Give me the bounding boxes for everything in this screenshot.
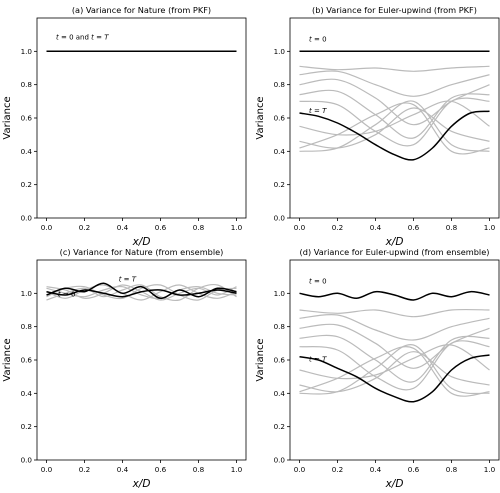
x-axis-label: x/D (132, 236, 151, 248)
annotation-label: t = 0 (58, 291, 76, 299)
x-tick-label: 0.4 (117, 465, 129, 474)
series-line-intermediate (299, 323, 490, 369)
x-tick-label: 0.0 (41, 465, 53, 474)
y-tick-label: 0.4 (274, 389, 286, 398)
y-axis-label: Variance (2, 338, 13, 381)
y-tick-label: 0.6 (274, 356, 286, 365)
x-axis-label: x/D (385, 236, 404, 248)
plot-frame (36, 17, 247, 219)
y-tick-label: 0.0 (274, 456, 286, 465)
y-tick-label: 0.4 (21, 147, 33, 156)
series-line-intermediate (46, 284, 237, 301)
x-tick-label: 0.2 (332, 223, 343, 232)
x-tick-label: 1.0 (231, 465, 243, 474)
series-line-intermediate (299, 344, 490, 395)
series-line-intermediate (299, 89, 490, 139)
x-axis-label: x/D (132, 478, 151, 490)
y-tick-label: 0.0 (21, 456, 33, 465)
y-tick-label: 1.0 (21, 289, 33, 298)
series-line-intermediate (299, 346, 490, 397)
x-tick-label: 0.8 (446, 465, 458, 474)
series-line-intermediate (299, 344, 490, 380)
y-tick-label: 1.0 (274, 289, 286, 298)
x-tick-label: 0.0 (41, 223, 53, 232)
chart-panel-1: (a) Variance for Nature (from PKF) 0.0 0.2… (2, 5, 247, 248)
x-tick-label: 0.6 (408, 223, 420, 232)
series-line-final (299, 354, 490, 403)
series-line-final (299, 110, 490, 161)
chart-title: (c) Variance for Nature (from ensemble) (60, 247, 224, 257)
chart-title: (b) Variance for Euler-upwind (from PKF) (312, 5, 477, 15)
annotation-label: t = T (309, 356, 327, 364)
x-tick-label: 0.6 (408, 465, 420, 474)
y-tick-label: 0.6 (274, 114, 286, 123)
series-line-final (46, 282, 237, 300)
x-tick-label: 0.2 (79, 465, 90, 474)
chart-panel-4: (d) Variance for Euler-upwind (from ense… (255, 247, 500, 490)
y-tick-label: 0.8 (21, 80, 33, 89)
series-line-intermediate (299, 308, 490, 318)
y-tick-label: 0.8 (274, 322, 286, 331)
y-tick-label: 0.6 (21, 356, 33, 365)
annotation-label: t = 0 and t = T (56, 34, 109, 42)
y-axis-label: Variance (255, 96, 266, 139)
chart-panel-3: (c) Variance for Nature (from ensemble) 0… (2, 247, 247, 490)
chart-title: (a) Variance for Nature (from PKF) (72, 5, 211, 15)
y-tick-label: 0.8 (21, 322, 33, 331)
x-tick-label: 0.6 (155, 465, 167, 474)
series-line-intermediate (299, 102, 490, 155)
x-tick-label: 0.0 (294, 223, 306, 232)
y-axis-label: Variance (2, 96, 13, 139)
x-tick-label: 1.0 (231, 223, 243, 232)
annotation-label: t = 0 (309, 35, 327, 43)
x-tick-label: 0.6 (155, 223, 167, 232)
series-line-intermediate (299, 334, 490, 383)
x-tick-label: 0.4 (370, 223, 382, 232)
x-tick-label: 0.8 (446, 223, 458, 232)
x-tick-label: 0.8 (193, 465, 205, 474)
x-tick-label: 0.2 (79, 223, 90, 232)
x-tick-label: 0.0 (294, 465, 306, 474)
chart-panel-2: (b) Variance for Euler-upwind (from PKF)… (255, 5, 500, 248)
y-axis-label: Variance (255, 338, 266, 381)
y-tick-label: 0.4 (274, 147, 286, 156)
x-axis-label: x/D (385, 478, 404, 490)
series-line-intermediate (299, 70, 490, 97)
annotation-label: t = T (309, 107, 327, 115)
series-line-intermediate (299, 100, 490, 152)
y-tick-label: 0.2 (274, 180, 285, 189)
y-tick-label: 0.2 (21, 180, 32, 189)
x-tick-label: 0.4 (370, 465, 382, 474)
y-tick-label: 0.0 (21, 214, 33, 223)
y-tick-label: 0.0 (274, 214, 286, 223)
y-tick-label: 1.0 (274, 47, 286, 56)
series-line-intermediate (299, 313, 490, 341)
series-line-intermediate (299, 340, 490, 391)
series-line-intermediate (299, 351, 490, 393)
series-line-intermediate (299, 107, 490, 149)
y-tick-label: 0.2 (274, 422, 285, 431)
series-line-intermediate (299, 100, 490, 136)
x-tick-label: 1.0 (484, 465, 496, 474)
chart-title: (d) Variance for Euler-upwind (from ense… (300, 247, 490, 257)
series-line-intermediate (299, 65, 490, 72)
y-tick-label: 0.2 (21, 422, 32, 431)
plot-frame (289, 17, 500, 219)
x-tick-label: 0.4 (117, 223, 129, 232)
x-tick-label: 1.0 (484, 223, 496, 232)
y-tick-label: 0.8 (274, 80, 286, 89)
annotation-label: t = 0 (309, 277, 327, 285)
annotation-label: t = T (119, 276, 137, 284)
series-line-intermediate (46, 283, 237, 302)
y-tick-label: 0.4 (21, 389, 33, 398)
y-tick-label: 1.0 (21, 47, 33, 56)
x-tick-label: 0.2 (332, 465, 343, 474)
series-line-initial (299, 290, 490, 301)
series-line-intermediate (299, 97, 490, 147)
y-tick-label: 0.6 (21, 114, 33, 123)
x-tick-label: 0.8 (193, 223, 205, 232)
